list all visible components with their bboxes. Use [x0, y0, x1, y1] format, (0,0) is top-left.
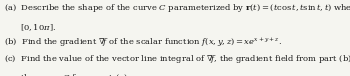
Text: (b)  Find the gradient $\nabla\! f$ of the scalar function $f(x, y, z) = xe^{x+y: (b) Find the gradient $\nabla\! f$ of th…: [4, 36, 282, 49]
Text: (a)  Describe the shape of the curve $C$ parameterized by $\mathbf{r}(t) = (t\co: (a) Describe the shape of the curve $C$ …: [4, 2, 350, 14]
Text: the curve $C$ from part (a).: the curve $C$ from part (a).: [20, 72, 131, 76]
Text: $[0, 10\pi]$.: $[0, 10\pi]$.: [20, 23, 56, 34]
Text: (c)  Find the value of the vector line integral of $\nabla\! f$, the gradient fi: (c) Find the value of the vector line in…: [4, 53, 350, 65]
